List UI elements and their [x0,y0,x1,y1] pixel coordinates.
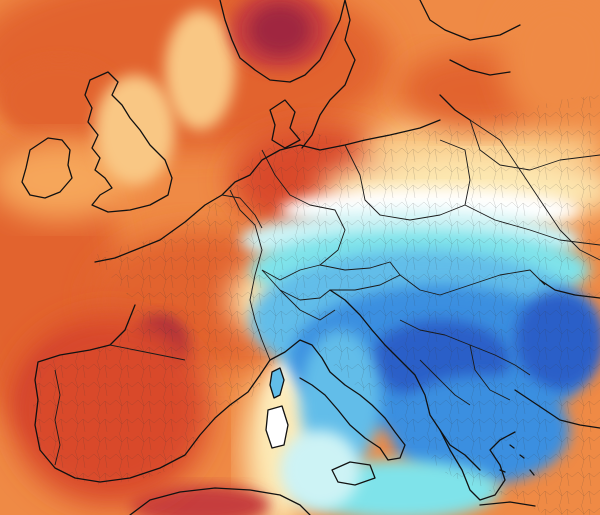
coast-north-africa [129,487,311,515]
coast-black-sea [539,279,600,299]
coast-ireland [21,137,73,199]
field-tan-biscay [0,140,130,220]
country-borders-layer [54,119,600,466]
coast-balkans [329,289,481,471]
field-tan-uk [95,75,175,185]
border-spain-portugal [54,369,61,466]
coast-baltic [419,0,521,121]
coast-continent-north [94,119,441,263]
border-poland [344,139,471,221]
coast-iberia [34,304,271,483]
border-hungary-romania [399,269,546,296]
border-italy-north [279,289,336,321]
coast-denmark [269,99,301,149]
coast-greece [439,429,516,501]
field-orange-ne [500,0,600,130]
coast-sicily [331,461,376,486]
border-ukraine [464,204,600,246]
border-balkans-2 [419,344,511,406]
border-east [469,119,600,261]
coastline-layer [21,0,600,515]
border-belarus [469,119,600,171]
border-czech-austria [319,261,401,291]
border-spain-france [109,344,186,361]
border-germany [261,149,346,281]
field-pale-cyan-sw [280,430,360,510]
border-france-east [229,189,271,361]
coast-corsica [269,367,285,399]
coast-sardinia [265,405,289,449]
coast-great-britain [84,71,173,213]
coast-sweden-east [301,0,356,149]
field-dark-red-africa [130,485,270,515]
border-benelux [221,194,263,229]
field-deepest-norway [250,5,310,55]
border-alps [261,269,331,301]
coast-crete [479,501,536,507]
field-tan-north [165,10,235,130]
coast-italy [269,339,406,461]
coast-aegean [514,389,600,429]
coast-aegean-islands [499,444,535,476]
coast-scandinavia [219,0,346,83]
